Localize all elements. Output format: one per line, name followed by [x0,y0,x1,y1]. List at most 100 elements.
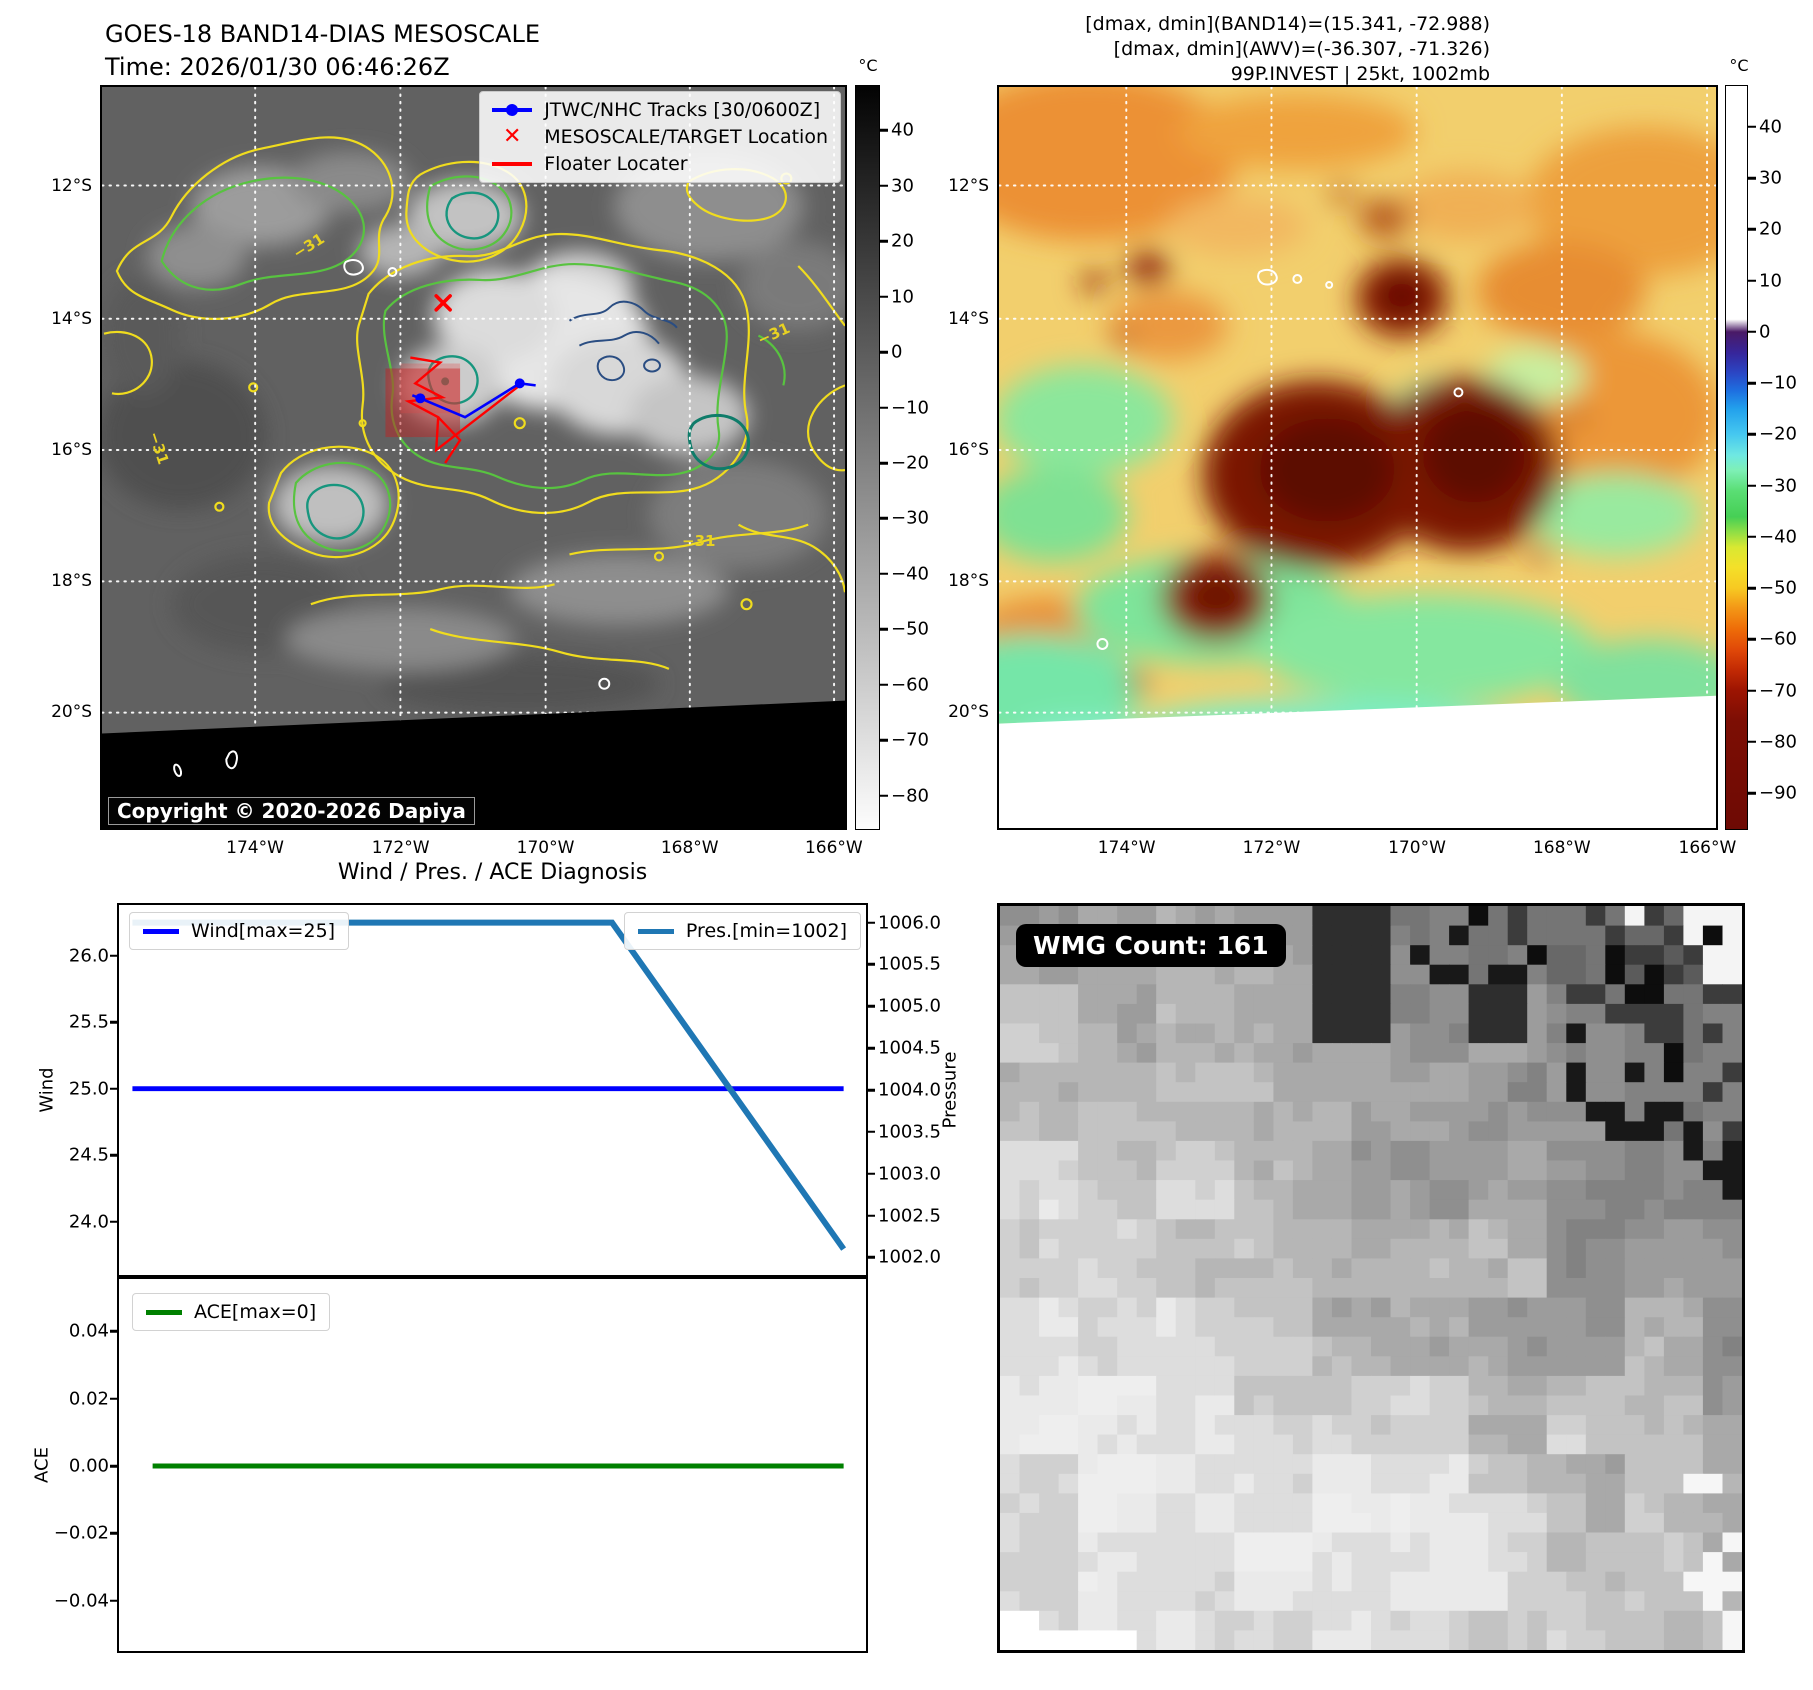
island-outlines [1096,268,1464,650]
legend-label: Wind[max=25] [191,920,336,942]
axis-tick-label: 0.04 [68,1320,109,1342]
axis-tick-mark [879,406,888,409]
axis-tick-label: −50 [1759,577,1797,599]
axis-tick-label: −10 [1759,372,1797,394]
axis-tick-mark [110,1330,119,1333]
map-tick-label: 174°W [226,838,284,858]
axis-tick-label: 20 [1759,218,1782,240]
axis-tick-mark [879,240,888,243]
legend-label: ACE[max=0] [194,1301,317,1323]
axis-tick-mark [110,1532,119,1535]
axis-tick-label: −70 [891,729,929,751]
band14-satellite-image [102,87,845,828]
map-tick-label: 12°S [51,175,92,196]
dmax-dmin-band14: [dmax, dmin](BAND14)=(15.341, -72.988) [1085,13,1490,35]
axis-tick-mark [866,1214,875,1217]
legend-label: MESOSCALE/TARGET Location [544,126,828,148]
pressure-line-icon [637,928,674,934]
axis-tick-label: −60 [891,674,929,696]
target-x-marker [434,294,452,312]
axis-tick-mark [1747,433,1756,436]
axis-tick-label: 26.0 [68,945,109,967]
axis-tick-mark [1747,330,1756,334]
axis-tick-label: 0 [891,341,903,363]
axis-tick-mark [1747,228,1756,231]
map-tick-label: 166°W [804,838,863,858]
axis-tick-mark [879,184,888,188]
legend-label: JTWC/NHC Tracks [30/0600Z] [544,99,821,121]
map-tick-label: 170°W [1388,838,1446,858]
axis-tick-label: 1002.5 [878,1205,941,1227]
axis-tick-label: −80 [1759,731,1797,753]
wmg-count-badge: WMG Count: 161 [1016,924,1286,967]
axis-tick-mark [879,350,888,354]
axis-tick-label: 1003.5 [878,1121,941,1143]
axis-tick-mark [866,1005,875,1008]
map-tick-label: 168°W [1532,838,1591,858]
map-tick-label: 172°W [371,838,430,858]
axis-tick-label: −0.04 [53,1590,109,1612]
axis-tick-mark [866,921,875,924]
axis-tick-label: −40 [1759,526,1797,548]
ace-chart: ACE[max=0] 0.04 0.02 0.00 −0.02 −0.04 [54,1277,868,1653]
contour-level-label: −31 [682,532,716,550]
axis-tick-mark [1747,279,1756,282]
axis-tick-mark [879,683,888,687]
awv-header: [dmax, dmin](BAND14)=(15.341, -72.988) [… [1000,12,1490,87]
wind-legend: Wind[max=25] [129,912,350,950]
map-tick-label: 20°S [51,702,92,723]
axis-tick-label: 1005.5 [878,953,941,975]
axis-tick-mark [866,1088,875,1092]
axis-tick-mark [1747,535,1756,539]
axis-tick-label: 0 [1759,321,1771,343]
map-tick-label: 18°S [51,571,92,592]
axis-tick-mark [110,1020,119,1024]
axis-tick-label: 1005.0 [878,995,941,1017]
band14-title: GOES-18 BAND14-DIAS MESOSCALE Time: 2026… [105,18,540,84]
map-tick-label: 170°W [516,838,575,858]
map-tick-label: 14°S [51,308,92,329]
map-tick-label: 12°S [948,175,989,196]
axis-tick-mark [879,628,888,631]
axis-tick-mark [1747,586,1756,590]
x-marker-icon: ✕ [502,124,522,149]
axis-tick-mark [866,1130,875,1134]
axis-tick-label: −40 [891,563,929,585]
axis-tick-label: 1002.0 [878,1246,941,1268]
axis-tick-label: 1004.0 [878,1079,941,1101]
map-tick-label: 166°W [1678,838,1737,858]
axis-tick-mark [879,794,888,797]
jtwc-track-point [514,378,525,389]
axis-tick-label: 30 [1759,167,1782,189]
axis-tick-mark [110,1464,119,1468]
colorbar-unit-awv: °C [1729,56,1749,75]
axis-tick-mark [1747,791,1756,795]
axis-tick-label: −70 [1759,680,1797,702]
copyright-watermark: Copyright © 2020-2026 Dapiya [108,797,475,825]
map-tick-label: 168°W [660,838,719,858]
axis-tick-label: 30 [891,175,914,197]
awv-map-panel: 12°S 14°S 16°S 18°S 20°S 174°W 172°W 170°W 168°W… [948,85,1736,858]
axis-tick-label: −20 [1759,423,1797,445]
axis-tick-label: −80 [891,785,929,807]
axis-tick-mark [866,1256,875,1259]
band14-title-line1: GOES-18 BAND14-DIAS MESOSCALE [105,20,541,48]
axis-tick-label: 0.00 [68,1455,109,1477]
axis-tick-mark [1747,638,1756,641]
wmg-panel: WMG Count: 161 [997,903,1745,1653]
ace-legend: ACE[max=0] [132,1293,331,1331]
axis-tick-label: −20 [891,452,929,474]
wind-pressure-chart: Wind[max=25] Pres.[min=1002] 26.0 25.5 25.… [69,903,941,1277]
map-tick-label: 16°S [51,440,92,461]
axis-tick-mark [879,295,888,298]
pressure-axis-label: Pressure [939,1051,961,1129]
axis-tick-mark [110,1153,119,1157]
axis-tick-label: 10 [1759,270,1782,292]
legend-label: Pres.[min=1002] [685,920,847,942]
axis-tick-label: −90 [1759,782,1797,804]
map-tick-label: 172°W [1242,838,1301,858]
island-outlines [343,258,611,690]
no-data-band [102,700,845,828]
map-tick-label: 174°W [1097,838,1156,858]
